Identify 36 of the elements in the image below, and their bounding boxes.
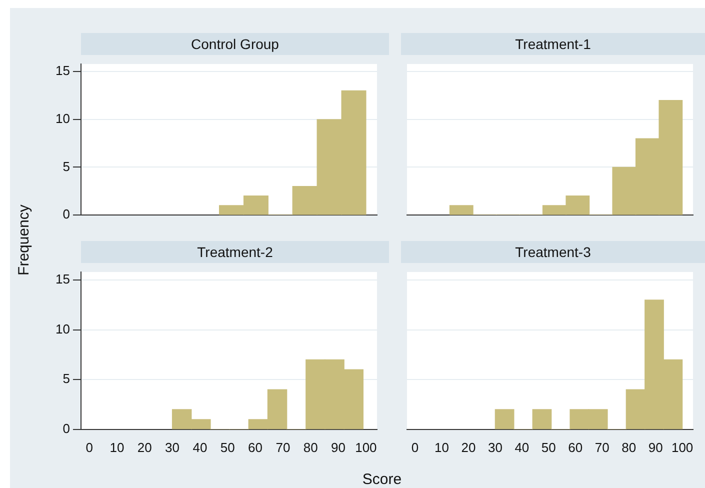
y-tick-label: 15 — [56, 63, 70, 78]
chart-title: Treatment-1 — [401, 33, 705, 55]
y-tick-label: 10 — [56, 321, 70, 336]
x-tick-label: 40 — [192, 440, 208, 455]
x-tick-label: 60 — [568, 440, 583, 455]
x-tick-label: 0 — [411, 440, 419, 455]
x-tick-label: 50 — [541, 440, 556, 455]
x-tick-label: 100 — [671, 440, 694, 455]
y-tick-label: 0 — [62, 206, 70, 222]
x-tick-label: 40 — [514, 440, 530, 455]
x-tick-label: 70 — [276, 440, 290, 455]
y-tick-label: 10 — [56, 111, 70, 126]
y-tick-label: 15 — [56, 272, 70, 287]
x-tick-label: 10 — [110, 440, 124, 455]
x-tick-label: 20 — [137, 440, 152, 455]
x-tick-label: 50 — [220, 440, 235, 455]
x-axis-title: Score — [362, 471, 402, 488]
x-tick-label: 80 — [622, 440, 636, 455]
x-tick-label: 30 — [165, 440, 180, 455]
y-tick-label: 5 — [62, 158, 70, 174]
x-tick-label: 90 — [331, 440, 346, 455]
x-tick-label: 0 — [86, 440, 93, 455]
y-tick-label: 0 — [62, 420, 70, 436]
x-tick-label: 70 — [594, 440, 610, 455]
x-tick-label: 100 — [355, 440, 377, 455]
x-tick-label: 60 — [248, 440, 263, 455]
x-tick-label: 20 — [461, 440, 476, 455]
x-tick-label: 90 — [648, 440, 663, 455]
y-tick-label: 5 — [62, 371, 70, 386]
y-axis-title: Frequency — [16, 204, 32, 276]
x-tick-label: 80 — [303, 440, 318, 455]
x-tick-label: 30 — [488, 440, 502, 455]
chart-title: Control Group — [81, 33, 389, 55]
x-tick-label: 10 — [434, 440, 449, 455]
chart-title: Treatment-2 — [81, 241, 389, 263]
chart-title: Treatment-3 — [401, 241, 705, 263]
